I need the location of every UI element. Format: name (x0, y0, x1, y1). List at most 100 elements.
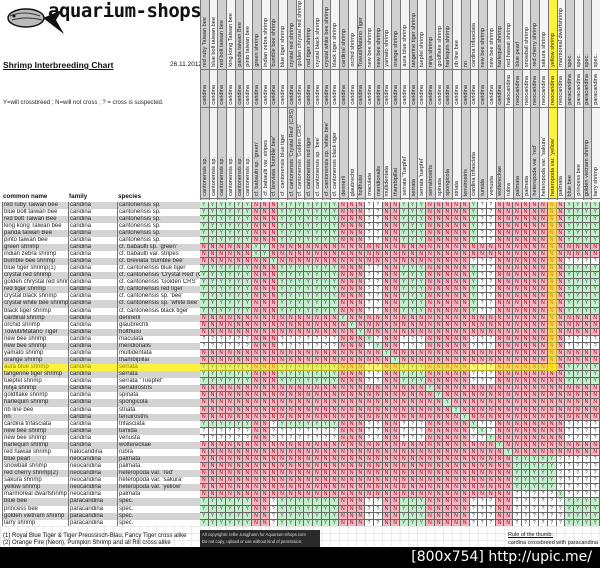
matrix-cell: N (408, 250, 418, 259)
matrix-cell: N (400, 328, 409, 336)
column-header-family: caridina (435, 70, 444, 108)
matrix-cell: Y (408, 265, 418, 273)
matrix-cell: N (260, 201, 270, 209)
matrix-cell: N (278, 258, 287, 266)
matrix-cell: N (460, 364, 470, 372)
column-header-common-name: ninja shrimp (427, 0, 435, 70)
matrix-cell: N (426, 448, 435, 456)
matrix-cell: N (373, 392, 383, 400)
matrix-cell: Y (330, 201, 340, 209)
matrix-cell: Y (591, 364, 600, 372)
matrix-cell: N (252, 265, 261, 273)
matrix-cell: N (582, 399, 592, 407)
matrix-cell: N (391, 272, 400, 280)
matrix-cell: N (269, 272, 279, 280)
matrix-cell: Y (582, 364, 592, 372)
matrix-cell: ? (373, 300, 383, 308)
matrix-cell: ? (582, 463, 592, 471)
matrix-cell: N (547, 434, 557, 442)
matrix-cell: N (260, 279, 270, 287)
matrix-cell: N (339, 250, 348, 259)
matrix-cell: N (339, 328, 348, 336)
matrix-cell: N (573, 406, 583, 414)
matrix-cell: N (382, 448, 392, 456)
matrix-cell: ? (226, 335, 235, 343)
matrix-cell: N (347, 371, 357, 379)
matrix-cell: N (321, 456, 331, 464)
matrix-cell: N (286, 456, 296, 464)
matrix-cell: ? (217, 335, 227, 343)
matrix-cell: Y (521, 463, 531, 471)
matrix-cell: Y (582, 222, 592, 230)
matrix-cell: ? (478, 434, 487, 442)
matrix-cell: N (217, 477, 227, 485)
matrix-cell: N (504, 371, 514, 379)
matrix-cell: N (400, 470, 409, 478)
matrix-cell: N (304, 392, 314, 400)
matrix-cell: ? (591, 491, 600, 499)
column-header-text: caridina (288, 85, 295, 105)
matrix-cell: Y (321, 300, 331, 308)
matrix-cell: Y (417, 215, 427, 223)
column-header-text: king kong Taiwan bee (227, 13, 234, 67)
matrix-cell: N (313, 328, 322, 336)
matrix-cell: Y (417, 208, 427, 216)
matrix-cell: N (226, 328, 235, 336)
matrix-cell: N (469, 392, 479, 400)
matrix-cell: N (252, 279, 261, 287)
matrix-cell: Y (313, 307, 322, 315)
matrix-cell: N (521, 357, 531, 365)
matrix-cell: N (252, 314, 261, 322)
row-species: spongicola (117, 399, 200, 407)
matrix-cell: N (382, 477, 392, 485)
matrix-cell: N (452, 448, 461, 456)
matrix-cell: ? (486, 378, 496, 386)
matrix-cell: N (234, 321, 244, 329)
matrix-cell: N (391, 434, 400, 442)
matrix-cell: N (452, 434, 461, 442)
matrix-cell: N (539, 243, 548, 251)
matrix-cell: N (356, 357, 366, 365)
matrix-cell: N (530, 321, 540, 329)
matrix-cell: N (226, 448, 235, 456)
matrix-cell: Y (313, 229, 322, 237)
matrix-cell: N (269, 364, 279, 372)
matrix-cell: N (269, 378, 279, 386)
matrix-cell: N (547, 371, 557, 379)
matrix-cell: N (356, 406, 366, 414)
matrix-cell: N (408, 399, 418, 407)
row-family: caridina (68, 321, 117, 329)
matrix-cell: ? (573, 484, 583, 492)
matrix-cell: N (226, 470, 235, 478)
matrix-cell: N (278, 392, 287, 400)
matrix-cell: N (391, 364, 400, 372)
column-header-species: palmata (522, 108, 531, 199)
column-header-text: caridina (245, 85, 252, 105)
matrix-cell: Y (243, 300, 253, 308)
matrix-cell: N (591, 349, 600, 358)
matrix-cell: N (547, 314, 557, 322)
matrix-cell: N (434, 491, 444, 499)
matrix-cell: N (434, 357, 444, 365)
matrix-cell: Y (556, 491, 566, 499)
matrix-cell: Y (226, 293, 235, 301)
matrix-cell: Y (400, 286, 409, 294)
matrix-cell: N (382, 243, 392, 251)
matrix-cell: N (243, 349, 253, 358)
matrix-cell: N (539, 406, 548, 414)
column-header: Towuti/Matano Tiger caridina holthuisi (356, 0, 366, 200)
matrix-cell: N (582, 392, 592, 400)
matrix-cell: N (330, 321, 340, 329)
matrix-cell: ? (200, 434, 209, 442)
matrix-cell: N (469, 470, 479, 478)
matrix-cell: ? (373, 236, 383, 244)
matrix-cell: N (391, 512, 400, 520)
matrix-cell: N (486, 491, 496, 499)
matrix-cell: N (478, 399, 487, 407)
row-family: neocaridina (68, 491, 117, 499)
matrix-cell: N (295, 413, 305, 421)
matrix-cell: Y (304, 286, 314, 294)
column-header-common-name: golden chrystal red shrimp (296, 0, 305, 70)
matrix-cell: N (513, 392, 522, 400)
matrix-cell: ? (478, 229, 487, 237)
